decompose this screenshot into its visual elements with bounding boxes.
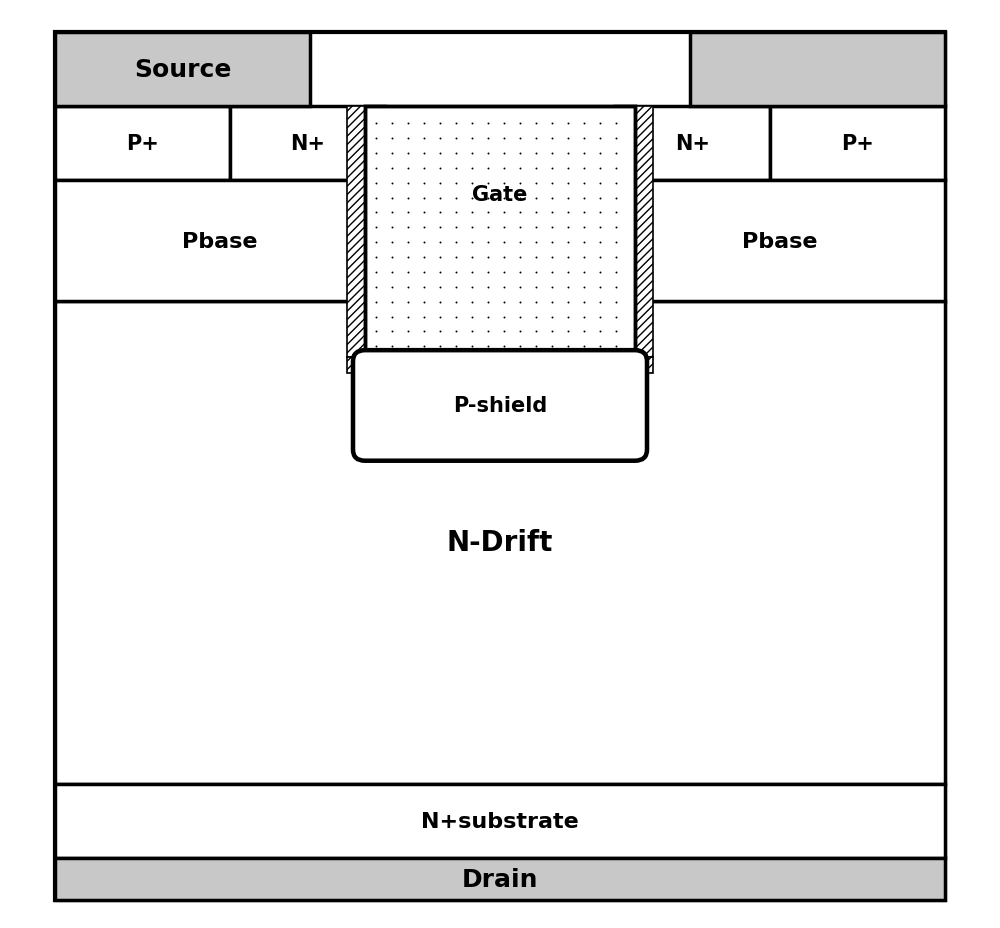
Bar	[365, 107, 635, 357]
Bar	[55, 302, 945, 784]
Text: P+: P+	[841, 134, 874, 154]
Bar	[615, 181, 945, 302]
Bar	[55, 858, 945, 900]
FancyBboxPatch shape	[353, 351, 647, 461]
Text: P+: P+	[126, 134, 159, 154]
Bar	[615, 107, 770, 181]
Text: N+substrate: N+substrate	[421, 811, 579, 831]
Bar	[690, 32, 945, 107]
Text: N+: N+	[290, 134, 325, 154]
Text: Source: Source	[134, 58, 231, 82]
Bar	[365, 107, 635, 357]
Bar	[635, 107, 653, 357]
Text: N-Drift: N-Drift	[447, 529, 553, 557]
Bar	[635, 107, 653, 357]
Text: P-shield: P-shield	[453, 396, 547, 416]
Text: N+: N+	[675, 134, 710, 154]
Bar	[55, 32, 310, 107]
Text: Gate: Gate	[472, 185, 528, 204]
Bar	[55, 32, 945, 900]
Bar	[347, 107, 365, 357]
Bar	[770, 107, 945, 181]
Bar	[55, 181, 385, 302]
Bar	[347, 357, 653, 374]
Bar	[55, 107, 230, 181]
Bar	[360, 357, 640, 455]
Bar	[347, 107, 365, 357]
Text: Pbase: Pbase	[742, 231, 818, 251]
Bar	[230, 107, 385, 181]
Bar	[55, 784, 945, 858]
Bar	[347, 357, 653, 374]
Text: Drain: Drain	[462, 868, 538, 891]
Text: Pbase: Pbase	[182, 231, 258, 251]
